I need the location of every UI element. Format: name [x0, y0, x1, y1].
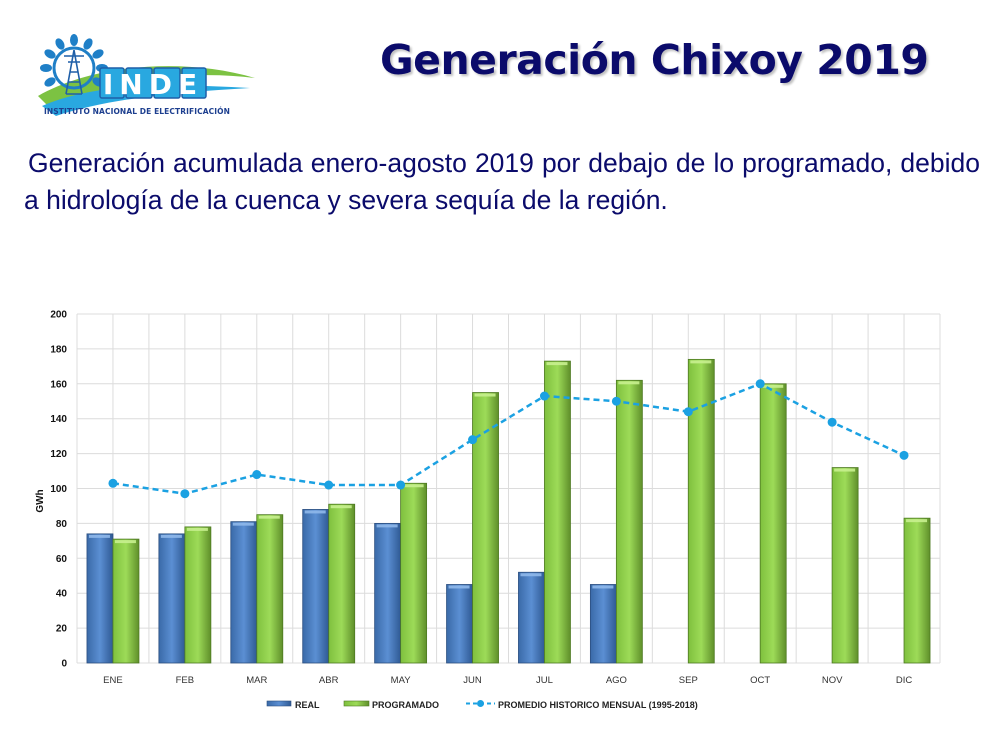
bar-real — [374, 522, 402, 664]
promedio-marker — [539, 391, 549, 401]
bar-real-highlight — [304, 510, 326, 514]
promedio-marker — [827, 417, 837, 427]
x-tick-label: JUN — [463, 675, 482, 686]
bar-programado-highlight — [402, 484, 424, 488]
y-tick-label: 0 — [61, 659, 67, 670]
y-tick-label: 20 — [56, 624, 68, 635]
promedio-marker — [755, 379, 765, 389]
bar-real — [158, 533, 186, 664]
x-tick-label: AGO — [606, 675, 627, 686]
y-tick-label: 140 — [50, 414, 67, 425]
bar-programado — [184, 526, 212, 664]
promedio-marker — [324, 480, 334, 490]
bar-programado-highlight — [690, 360, 712, 364]
bar-programado-highlight — [474, 393, 496, 397]
inde-logo: INDE — [30, 26, 260, 126]
promedio-line — [108, 379, 909, 499]
promedio-marker — [108, 478, 118, 488]
legend-swatch-promedio-marker — [477, 700, 484, 707]
bar-programado-highlight — [906, 519, 928, 523]
bar-real — [86, 533, 114, 664]
bar-programado — [831, 467, 859, 664]
y-axis-ticks: 0 20 40 60 80 100 120 140 160 180 200 — [50, 310, 67, 670]
generation-chart: 0 20 40 60 80 100 120 140 160 180 200 GWh ENE FEB MA… — [35, 310, 941, 710]
bar-programado-highlight — [618, 381, 640, 385]
logo-blue-swoosh — [42, 85, 250, 116]
bar-real — [230, 521, 258, 664]
bar-real-highlight — [160, 534, 182, 538]
bar-real-highlight — [448, 585, 470, 589]
bar-programado-highlight — [762, 384, 784, 388]
legend-label-promedio: PROMEDIO HISTORICO MENSUAL (1995-2018) — [498, 700, 698, 710]
y-tick-label: 180 — [50, 344, 67, 355]
y-tick-label: 40 — [56, 589, 68, 600]
logo-caption: INSTITUTO NACIONAL DE ELECTRIFICACIÓN — [44, 107, 230, 116]
bar-real — [302, 509, 330, 664]
x-tick-label: ABR — [319, 675, 339, 686]
y-axis-label: GWh — [35, 489, 46, 512]
bar-programado — [759, 383, 787, 664]
y-tick-label: 100 — [50, 484, 67, 495]
x-axis-ticks: ENE FEB MAR ABR MAY JUN JUL AGO SEP OCT NOV DIC — [103, 675, 912, 686]
bar-programado-highlight — [114, 540, 136, 544]
bar-programado — [615, 379, 643, 664]
bar-programado-highlight — [330, 505, 352, 509]
promedio-marker — [468, 435, 478, 445]
bar-programado-highlight — [546, 362, 568, 366]
page-title: Generación Chixoy 2019 — [380, 36, 929, 84]
x-tick-label: MAY — [391, 675, 412, 686]
bar-programado — [687, 358, 715, 664]
x-tick-label: JUL — [536, 675, 553, 686]
bar-real-highlight — [520, 573, 542, 577]
promedio-marker — [683, 407, 693, 417]
bar-programado — [544, 360, 571, 664]
x-tick-label: DIC — [896, 675, 913, 686]
y-tick-label: 60 — [56, 554, 68, 565]
bar-programado — [256, 514, 284, 664]
bar-programado — [903, 517, 931, 664]
y-tick-label: 120 — [50, 449, 67, 460]
promedio-series-line — [112, 382, 905, 496]
bar-real-highlight — [232, 522, 254, 526]
x-tick-label: SEP — [679, 675, 698, 686]
legend-label-programado: PROGRAMADO — [372, 700, 439, 710]
promedio-marker — [180, 489, 190, 499]
legend-swatch-real — [266, 700, 292, 707]
bar-real-highlight — [376, 524, 398, 528]
bar-real — [589, 584, 617, 664]
bar-programado-highlight — [258, 515, 280, 519]
y-tick-label: 200 — [50, 310, 67, 321]
legend-label-real: REAL — [295, 700, 320, 710]
y-tick-label: 80 — [56, 519, 68, 530]
chart-grid — [76, 313, 941, 664]
y-tick-label: 160 — [50, 379, 67, 390]
inde-logo-graphic: INDE — [38, 34, 255, 116]
x-tick-label: NOV — [822, 675, 843, 686]
x-tick-label: OCT — [750, 675, 770, 686]
promedio-marker — [396, 480, 406, 490]
inde-letters: INDE — [99, 67, 207, 101]
tower-icon — [64, 49, 84, 95]
x-tick-label: FEB — [176, 675, 194, 686]
bars — [86, 358, 931, 664]
legend-swatch-programado — [343, 700, 370, 707]
svg-text:INDE: INDE — [103, 68, 203, 101]
bar-programado-highlight — [186, 527, 208, 531]
bar-real-highlight — [88, 534, 110, 538]
bar-programado — [112, 538, 140, 664]
promedio-marker — [611, 396, 621, 406]
bar-real-highlight — [592, 585, 614, 589]
promedio-marker — [899, 450, 909, 460]
bar-programado — [400, 482, 428, 664]
x-tick-label: ENE — [103, 675, 123, 686]
bar-programado — [328, 503, 356, 664]
promedio-marker — [252, 470, 262, 480]
bar-real — [518, 571, 545, 664]
bar-real — [446, 584, 473, 664]
subtitle-paragraph: Generación acumulada enero-agosto 2019 p… — [24, 148, 980, 215]
bar-programado-highlight — [834, 468, 856, 472]
x-tick-label: MAR — [246, 675, 267, 686]
legend: REAL PROGRAMADO PROMEDIO HISTORICO MENSUAL… — [266, 700, 698, 710]
